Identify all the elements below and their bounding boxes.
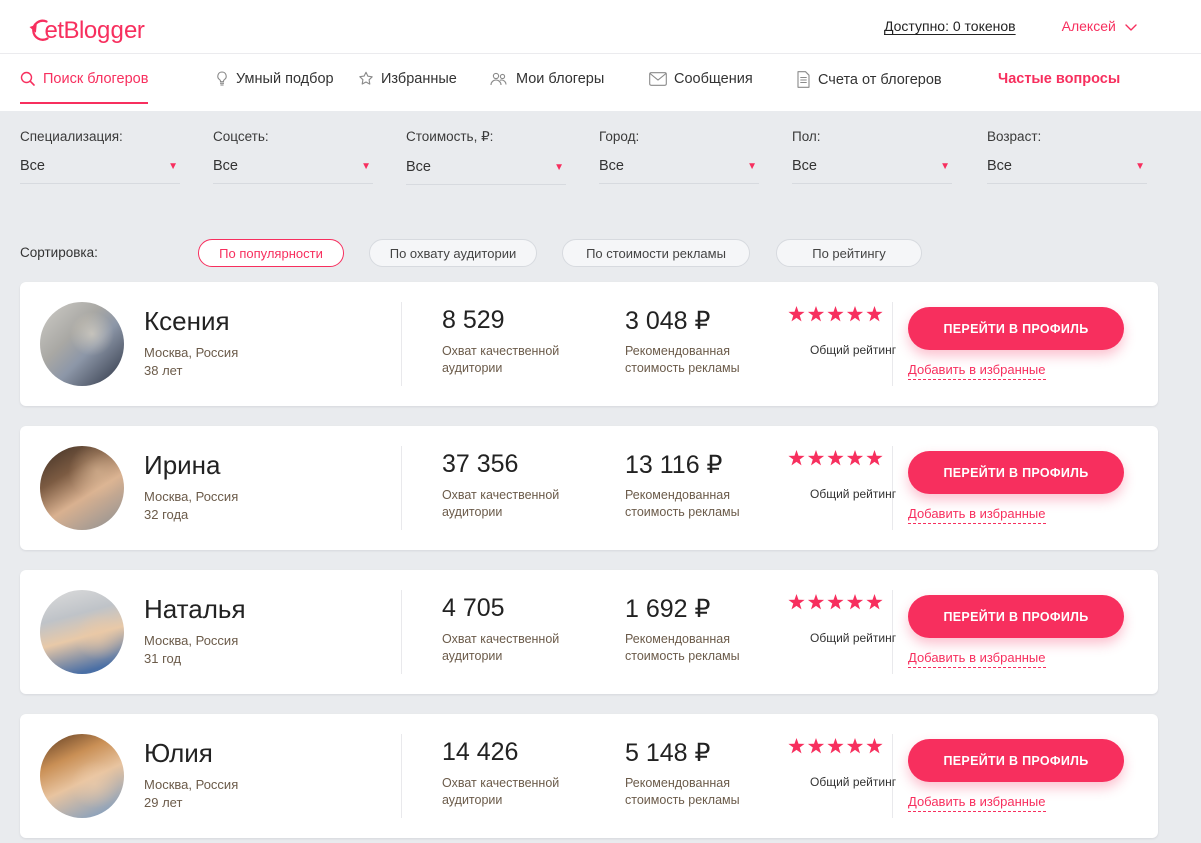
- svg-text:er: er: [124, 17, 145, 44]
- svg-text:g: g: [111, 17, 124, 44]
- svg-text:etBlo: etBlo: [45, 17, 97, 44]
- svg-text:g: g: [97, 17, 110, 44]
